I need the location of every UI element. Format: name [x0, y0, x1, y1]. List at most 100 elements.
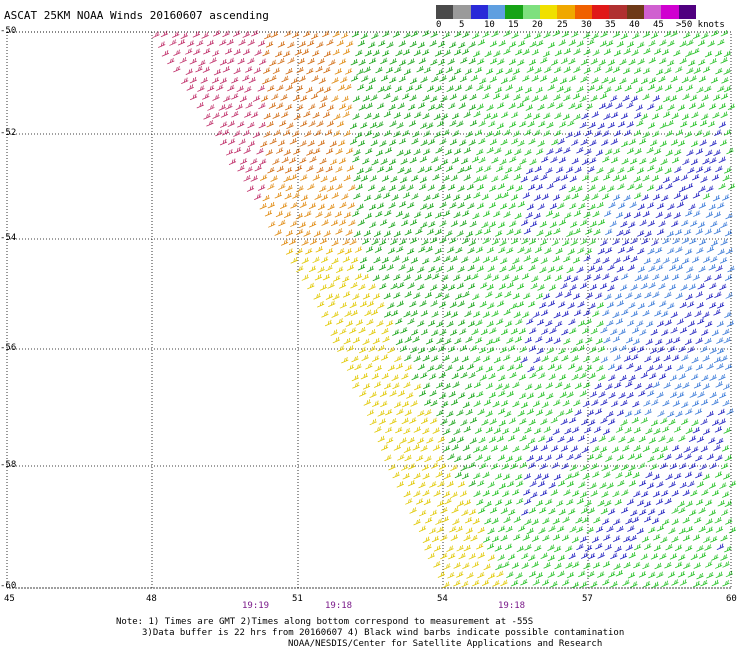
wind-barb [593, 228, 601, 236]
wind-barb [485, 410, 493, 418]
wind-barb [344, 310, 352, 317]
wind-barb [571, 157, 579, 165]
wind-barb [270, 31, 279, 38]
wind-barb [436, 337, 444, 344]
wind-barb [691, 400, 700, 407]
wind-barb [444, 338, 452, 345]
wind-barb [607, 418, 616, 425]
wind-barb [317, 58, 325, 65]
wind-barb [659, 462, 668, 470]
wind-barb [724, 500, 732, 507]
wind-barb [660, 158, 668, 165]
wind-barb [338, 157, 347, 164]
wind-barb [491, 310, 499, 317]
wind-barb [696, 86, 704, 94]
wind-barb [588, 372, 596, 380]
wind-barb [607, 363, 616, 371]
wind-barb [691, 256, 700, 263]
wind-barb [600, 417, 608, 424]
wind-barb [621, 158, 629, 165]
wind-barb [404, 454, 412, 462]
wind-barb [371, 238, 379, 246]
wind-barb [565, 562, 573, 569]
wind-barb [564, 212, 572, 219]
wind-barb [674, 166, 682, 173]
wind-barb [655, 363, 663, 371]
wind-barb [612, 535, 621, 542]
wind-barb [497, 58, 505, 65]
wind-barb [576, 86, 584, 93]
wind-barb [678, 527, 687, 535]
wind-barb [662, 399, 670, 407]
wind-barb [456, 571, 464, 578]
wind-barb [720, 554, 728, 561]
wind-barb [480, 282, 488, 289]
wind-barb [663, 382, 671, 389]
wind-barb [326, 185, 335, 192]
wind-barb [583, 562, 591, 570]
wind-barb [390, 238, 398, 246]
lat-label-56: -56 [0, 343, 17, 353]
wind-barb [403, 490, 411, 498]
wind-barb [368, 329, 376, 336]
wind-barb [517, 140, 525, 147]
wind-barb [517, 201, 526, 208]
wind-barb [446, 320, 454, 328]
wind-barb [203, 47, 211, 55]
wind-barb [558, 219, 567, 226]
wind-barb [646, 184, 655, 191]
wind-barb [461, 355, 470, 363]
colorbar-segment [470, 5, 488, 19]
wind-barb [582, 473, 590, 480]
wind-barb [648, 40, 656, 47]
wind-barb [309, 221, 317, 228]
wind-barb [484, 517, 492, 525]
wind-barb [513, 534, 521, 541]
wind-barb [337, 248, 345, 255]
wind-barb [539, 301, 547, 309]
wind-barb [669, 553, 678, 560]
wind-barb [431, 156, 439, 163]
wind-barb [259, 58, 267, 65]
wind-barb [376, 320, 384, 327]
wind-barb [528, 437, 536, 445]
wind-barb [568, 58, 576, 65]
lat-label-52: -52 [0, 128, 17, 138]
wind-barb [508, 264, 516, 272]
wind-barb [500, 399, 509, 407]
wind-barb [398, 40, 406, 47]
wind-barb [412, 336, 420, 343]
wind-barb [655, 264, 664, 271]
wind-barb [368, 77, 377, 84]
wind-barb [247, 140, 256, 148]
wind-barb [556, 265, 564, 272]
lat-label-50: -50 [0, 26, 17, 36]
wind-barb [630, 77, 639, 85]
wind-barb [629, 157, 638, 165]
wind-barb [610, 328, 618, 336]
wind-barb [276, 84, 284, 92]
wind-barb [445, 66, 453, 73]
wind-barb [500, 534, 508, 542]
wind-barb [509, 220, 517, 227]
wind-barb [409, 77, 418, 85]
wind-barb [651, 581, 659, 589]
wind-barb [665, 149, 673, 157]
wind-barb [460, 57, 468, 64]
wind-barb [463, 174, 471, 181]
wind-barb [440, 418, 448, 425]
wind-barb [546, 148, 554, 155]
wind-barb [560, 445, 569, 452]
wind-barb [387, 302, 395, 309]
wind-barb [701, 32, 709, 39]
wind-barb [520, 356, 528, 363]
wind-barb [299, 157, 307, 164]
wind-barb [167, 57, 175, 65]
wind-barb [485, 382, 494, 390]
wind-barb [440, 552, 448, 560]
wind-barb [569, 526, 577, 533]
wind-barb [516, 301, 525, 308]
wind-barb [642, 309, 650, 317]
wind-barb [643, 47, 651, 55]
wind-barb [625, 517, 633, 525]
